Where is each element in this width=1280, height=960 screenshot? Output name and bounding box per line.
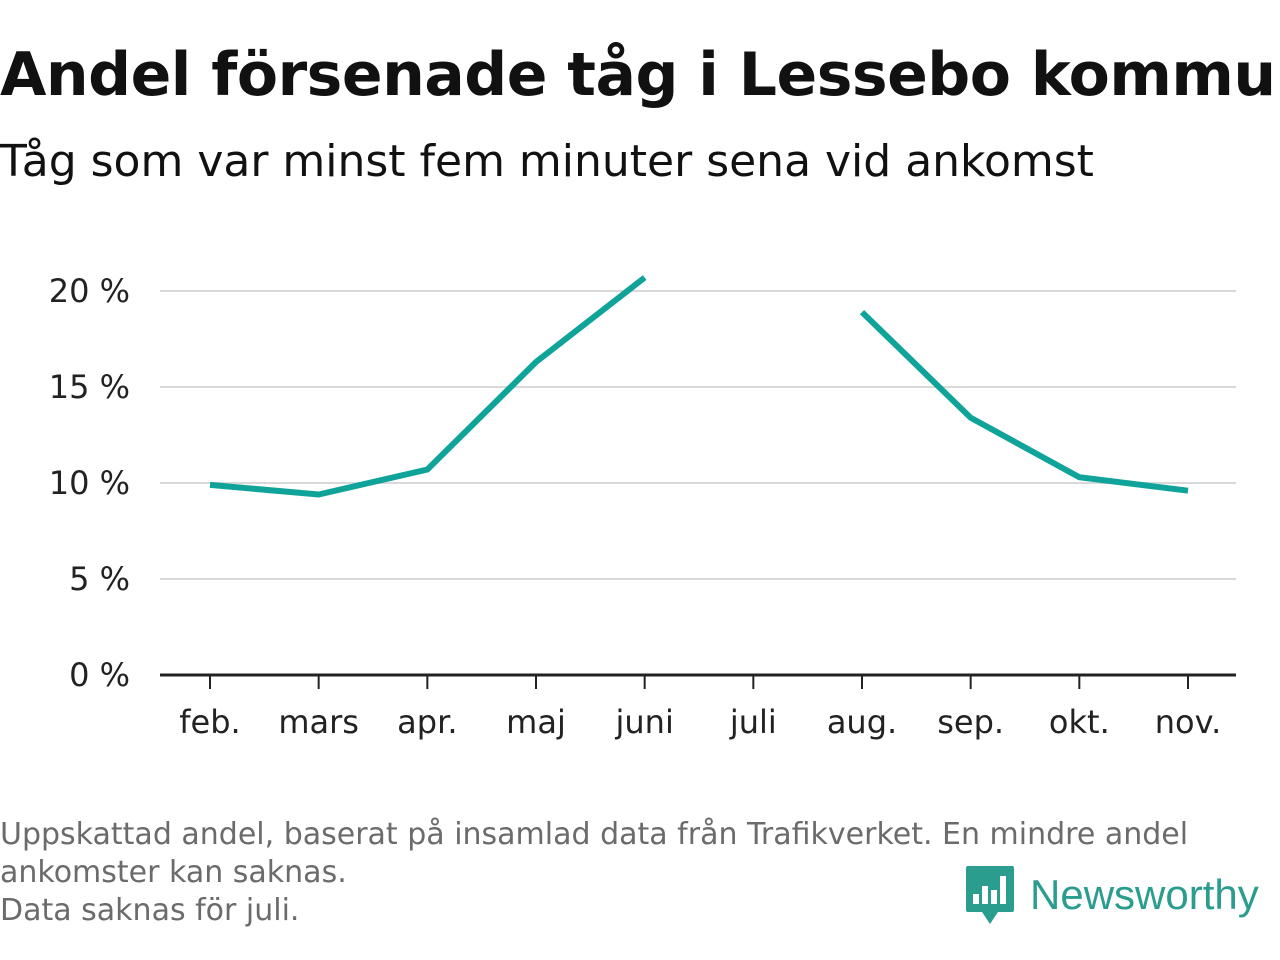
series-line (859, 309, 1189, 494)
x-tick-label: aug. (827, 703, 897, 741)
footnote: Uppskattad andel, baserat på insamlad da… (0, 816, 1280, 930)
x-tick-label: nov. (1155, 703, 1221, 741)
x-tick-label: apr. (397, 703, 457, 741)
series-line (209, 275, 647, 498)
footnote-line-2: ankomster kan saknas. (0, 855, 347, 890)
y-tick-label: 5 % (69, 560, 130, 598)
y-tick-label: 10 % (49, 464, 130, 502)
chart-title: Andel försenade tåg i Lessebo kommun (0, 40, 1280, 110)
newsworthy-logo-icon (966, 866, 1014, 924)
y-tick-label: 0 % (69, 656, 130, 694)
x-tick-label: maj (506, 703, 566, 741)
brand-name: Newsworthy (1030, 871, 1259, 918)
x-tick-label: okt. (1049, 703, 1110, 741)
footnote-line-1: Uppskattad andel, baserat på insamlad da… (0, 817, 1189, 852)
footnote-line-3: Data saknas för juli. (0, 893, 300, 928)
chart-subtitle: Tåg som var minst fem minuter sena vid a… (0, 136, 1094, 187)
y-tick-label: 20 % (49, 272, 130, 310)
brand-logo: Newsworthy (964, 862, 1259, 928)
x-tick-label: mars (278, 703, 359, 741)
line-chart: 0 % 5 % 10 % 15 % 20 % feb. mars apr. maj juni jul… (49, 272, 1236, 741)
x-tick-label: juli (729, 703, 777, 741)
x-tick-label: sep. (937, 703, 1004, 741)
x-tick-label: feb. (179, 703, 240, 741)
y-tick-label: 15 % (49, 368, 130, 406)
x-tick-label: juni (614, 703, 673, 741)
